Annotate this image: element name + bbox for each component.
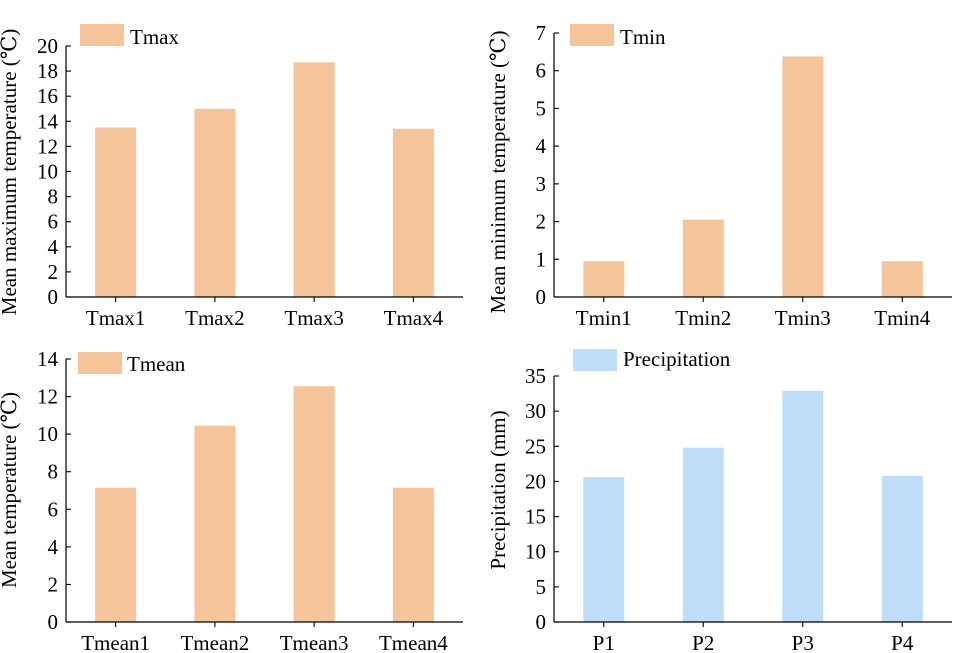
y-tick-label: 0 [48, 285, 59, 309]
y-tick-label: 35 [525, 364, 546, 388]
legend-label: Tmax [130, 25, 179, 49]
y-tick-label: 20 [525, 469, 546, 493]
y-tick-label: 2 [48, 572, 59, 596]
y-tick-label: 12 [37, 385, 58, 409]
y-tick-label: 2 [48, 260, 59, 284]
y-tick-label: 0 [536, 610, 547, 634]
x-tick-label: Tmean2 [180, 631, 249, 653]
y-axis-label: Precipitation (mm) [486, 410, 510, 569]
chart-panel-4: 0 5 10 15 20 25 30 35 P1 P2 P3 P4 Precipitation (mm)… [486, 347, 952, 653]
bar-P1 [583, 477, 625, 622]
legend-label: Precipitation [623, 347, 731, 371]
y-tick-label: 10 [525, 540, 546, 564]
x-tick-label: Tmax1 [86, 306, 145, 330]
y-tick-label: 14 [37, 347, 59, 371]
bar-Tmean1 [95, 487, 137, 622]
x-tick-label: Tmax2 [185, 306, 244, 330]
x-tick-label: Tmean3 [280, 631, 349, 653]
bar-Tmax4 [392, 128, 434, 297]
legend-label: Tmin [620, 25, 666, 49]
y-tick-label: 14 [37, 109, 59, 133]
bar-Tmean4 [392, 487, 434, 622]
x-tick-label: Tmin4 [874, 306, 930, 330]
x-tick-label: Tmin2 [675, 306, 731, 330]
y-tick-label: 1 [536, 247, 547, 271]
y-axis-label: Mean temperature (℃) [0, 392, 21, 588]
y-tick-label: 6 [48, 210, 59, 234]
bar-P2 [682, 447, 724, 622]
y-tick-label: 0 [536, 285, 547, 309]
y-tick-label: 15 [525, 505, 546, 529]
chart-panel-2: 0 1 2 3 4 5 6 7 Tmin1 Tmin2 Tmin3 Tmin4 Mean minimum… [486, 21, 952, 330]
y-tick-label: 10 [37, 160, 58, 184]
y-tick-label: 4 [48, 535, 59, 559]
bar-Tmax2 [194, 108, 236, 298]
y-tick-label: 8 [48, 185, 59, 209]
y-axis-label: Mean minimum temperature (℃) [486, 31, 510, 314]
y-tick-label: 12 [37, 134, 58, 158]
y-tick-label: 20 [37, 34, 58, 58]
x-tick-label: P4 [891, 631, 914, 653]
chart-panel-3: 0 2 4 6 8 10 12 14 Tmean1 Tmean2 Tmean3 Tmean4 Mean … [0, 347, 463, 653]
x-tick-label: P3 [792, 631, 814, 653]
y-tick-label: 0 [48, 610, 59, 634]
x-tick-label: Tmean1 [81, 631, 150, 653]
legend-swatch [78, 352, 122, 374]
x-tick-label: Tmin3 [775, 306, 831, 330]
legend-label: Tmean [127, 352, 186, 376]
bar-Tmin1 [583, 261, 625, 297]
y-tick-label: 6 [48, 497, 59, 521]
y-axis-label: Mean maximum temperature (℃) [0, 29, 21, 315]
y-tick-label: 16 [37, 84, 58, 108]
legend-swatch [573, 349, 617, 371]
bar-Tmean3 [293, 386, 335, 622]
y-tick-label: 6 [536, 59, 547, 83]
bar-Tmin2 [682, 219, 724, 297]
y-tick-label: 2 [536, 210, 547, 234]
y-tick-label: 7 [536, 21, 547, 45]
y-tick-label: 8 [48, 460, 59, 484]
y-tick-label: 10 [37, 422, 58, 446]
y-tick-label: 3 [536, 172, 547, 196]
x-tick-label: Tmax3 [284, 306, 343, 330]
y-tick-label: 25 [525, 434, 546, 458]
bar-Tmin3 [782, 56, 824, 298]
bar-P4 [881, 475, 923, 622]
bar-Tmax1 [95, 127, 137, 297]
x-tick-label: P2 [692, 631, 714, 653]
x-tick-label: P1 [593, 631, 615, 653]
y-tick-label: 5 [536, 96, 547, 120]
bar-Tmin4 [881, 261, 923, 297]
x-tick-label: Tmin1 [576, 306, 632, 330]
bar-P3 [782, 390, 824, 622]
y-tick-label: 4 [536, 134, 547, 158]
y-tick-label: 30 [525, 399, 546, 423]
bar-Tmax3 [293, 62, 335, 297]
bar-Tmean2 [194, 425, 236, 622]
y-tick-label: 5 [536, 575, 547, 599]
x-tick-label: Tmax4 [384, 306, 444, 330]
y-tick-label: 4 [48, 235, 59, 259]
legend-swatch [80, 24, 124, 46]
x-tick-label: Tmean4 [379, 631, 448, 653]
y-tick-label: 18 [37, 59, 58, 83]
legend-swatch [570, 24, 614, 46]
